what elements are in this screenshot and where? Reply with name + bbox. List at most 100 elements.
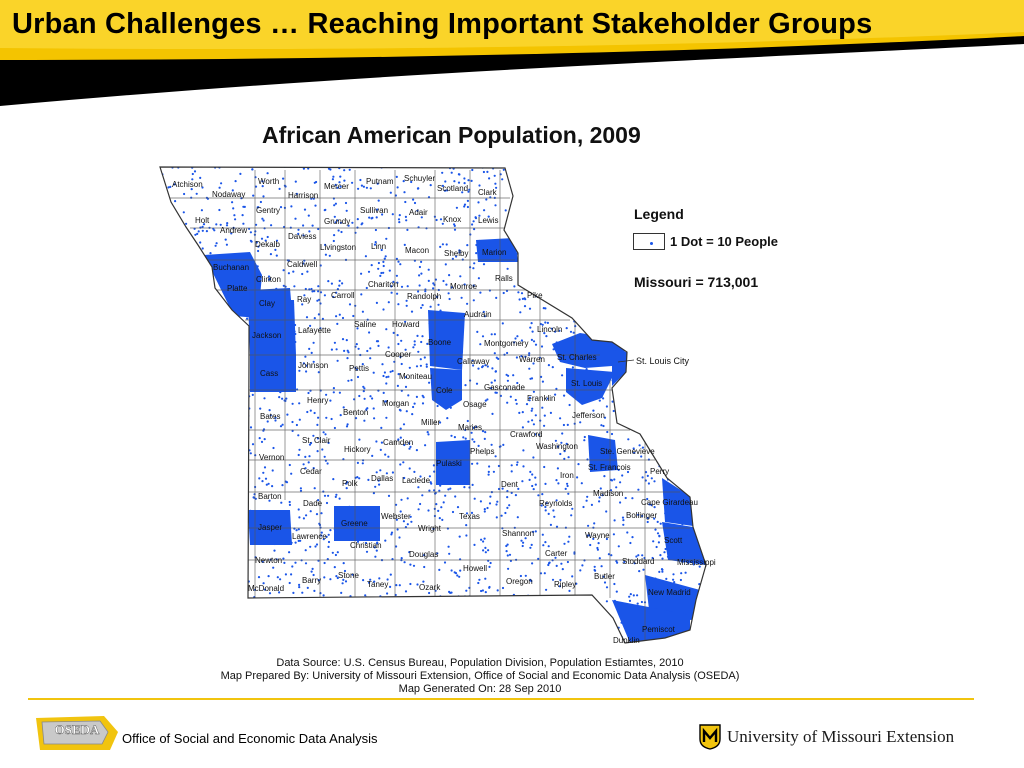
- population-dot: [216, 561, 219, 564]
- population-dot: [249, 426, 253, 429]
- population-dot: [707, 255, 709, 257]
- population-dot: [388, 618, 392, 621]
- population-dot: [678, 269, 681, 272]
- population-dot: [466, 419, 469, 423]
- population-dot: [268, 409, 271, 412]
- population-dot: [179, 600, 182, 603]
- population-dot: [403, 476, 406, 480]
- population-dot: [641, 514, 644, 518]
- population-dot: [686, 224, 689, 227]
- population-dot: [528, 367, 531, 370]
- population-dot: [510, 620, 513, 623]
- population-dot: [419, 364, 422, 367]
- population-dot: [386, 578, 389, 581]
- population-dot: [397, 438, 400, 441]
- population-dot: [320, 512, 323, 515]
- population-dot: [423, 565, 426, 569]
- population-dot: [629, 541, 632, 545]
- population-dot: [530, 322, 533, 325]
- population-dot: [490, 608, 493, 611]
- population-dot: [554, 556, 557, 559]
- population-dot: [544, 482, 547, 485]
- population-dot: [654, 190, 657, 193]
- population-dot: [595, 231, 598, 235]
- population-dot: [290, 205, 293, 208]
- population-dot: [614, 308, 618, 311]
- county-label: Howell: [463, 564, 487, 573]
- population-dot: [263, 466, 267, 469]
- population-dot: [655, 415, 658, 419]
- population-dot: [643, 188, 646, 192]
- population-dot: [311, 290, 314, 293]
- population-dot: [680, 167, 683, 170]
- population-dot: [193, 347, 196, 350]
- population-dot: [329, 578, 332, 581]
- population-dot: [231, 189, 234, 192]
- population-dot: [163, 516, 167, 519]
- population-dot: [569, 233, 572, 236]
- population-dot: [682, 370, 686, 373]
- population-dot: [194, 499, 197, 502]
- population-dot: [707, 192, 709, 194]
- population-dot: [323, 455, 326, 458]
- population-dot: [579, 569, 582, 572]
- university-extension-label: University of Missouri Extension: [727, 727, 955, 746]
- population-dot: [521, 544, 524, 548]
- population-dot: [261, 560, 264, 563]
- population-dot: [198, 279, 201, 282]
- population-dot: [601, 494, 604, 497]
- population-dot: [632, 198, 636, 201]
- population-dot: [325, 416, 328, 419]
- population-dot: [383, 371, 386, 374]
- population-dot: [562, 206, 565, 210]
- population-dot: [322, 538, 325, 541]
- population-dot: [345, 209, 348, 212]
- population-dot: [165, 196, 168, 199]
- population-dot: [699, 476, 702, 479]
- county-label: Newton: [255, 556, 282, 565]
- population-dot: [566, 627, 569, 631]
- population-dot: [368, 216, 371, 219]
- population-dot: [700, 540, 703, 543]
- population-dot: [650, 477, 653, 480]
- population-dot: [293, 285, 296, 288]
- population-dot: [314, 204, 317, 207]
- population-dot: [348, 303, 352, 306]
- population-dot: [290, 472, 293, 475]
- population-dot: [443, 642, 446, 643]
- population-dot: [598, 318, 602, 321]
- population-dot: [677, 269, 680, 273]
- population-dot: [648, 503, 651, 506]
- population-dot: [448, 552, 451, 555]
- population-dot: [458, 173, 461, 176]
- population-dot: [613, 189, 616, 192]
- population-dot: [258, 477, 261, 480]
- population-dot: [201, 602, 204, 606]
- population-dot: [199, 630, 202, 634]
- population-dot: [422, 396, 425, 399]
- population-dot: [330, 282, 333, 285]
- population-dot: [402, 423, 406, 426]
- population-dot: [377, 344, 380, 347]
- population-dot: [622, 519, 625, 522]
- population-dot: [390, 291, 393, 294]
- population-dot: [292, 270, 295, 273]
- population-dot: [600, 565, 603, 568]
- population-dot: [408, 366, 411, 369]
- population-dot: [341, 282, 344, 285]
- population-dot: [667, 446, 670, 449]
- population-dot: [237, 322, 240, 325]
- population-dot: [656, 392, 660, 395]
- population-dot: [516, 516, 519, 519]
- population-dot: [410, 180, 413, 184]
- population-dot: [404, 215, 407, 218]
- population-dot: [351, 221, 354, 224]
- population-dot: [294, 180, 297, 183]
- population-dot: [185, 384, 188, 387]
- population-dot: [514, 610, 517, 614]
- population-dot: [299, 487, 302, 490]
- population-dot: [494, 182, 497, 185]
- population-dot: [540, 375, 543, 378]
- population-dot: [450, 591, 453, 594]
- population-dot: [684, 571, 687, 574]
